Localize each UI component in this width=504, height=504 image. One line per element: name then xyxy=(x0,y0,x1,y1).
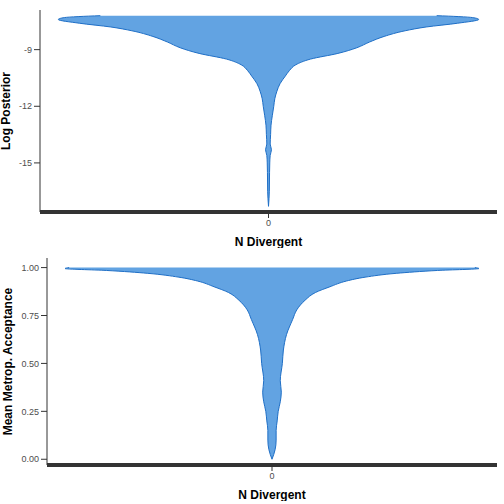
svg-text:1.00: 1.00 xyxy=(21,263,39,273)
svg-text:-9: -9 xyxy=(24,45,32,55)
svg-text:Mean Metrop. Acceptance: Mean Metrop. Acceptance xyxy=(8,287,15,435)
svg-text:-12: -12 xyxy=(19,101,32,111)
svg-text:0.50: 0.50 xyxy=(21,359,39,369)
svg-text:0.00: 0.00 xyxy=(21,454,39,464)
svg-text:0: 0 xyxy=(269,471,274,481)
svg-text:0.25: 0.25 xyxy=(21,407,39,417)
svg-text:0.75: 0.75 xyxy=(21,311,39,321)
svg-text:-15: -15 xyxy=(19,158,32,168)
svg-text:N Divergent: N Divergent xyxy=(235,235,302,248)
svg-text:N Divergent: N Divergent xyxy=(238,488,305,501)
svg-text:Log Posterior: Log Posterior xyxy=(8,72,13,150)
svg-text:0: 0 xyxy=(266,218,271,228)
